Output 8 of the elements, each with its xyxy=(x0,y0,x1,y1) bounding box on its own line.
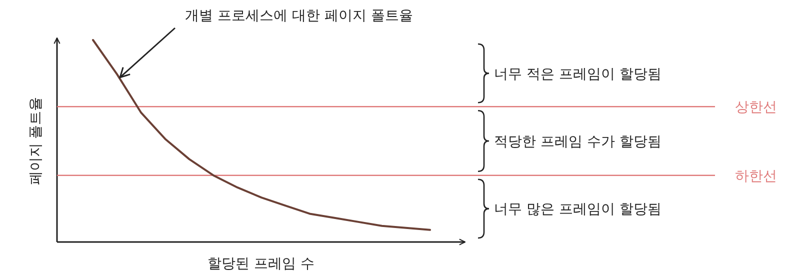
y-axis-title: 페이지 폴트율 xyxy=(28,96,44,186)
ref-line-label: 상한선 xyxy=(735,100,777,116)
text: 너무 많은 프레임이 할당됨 xyxy=(494,202,662,218)
text: 너무 적은 프레임이 할당됨 xyxy=(494,66,662,82)
x-axis-title: 할당된 프레임 수 xyxy=(208,256,314,272)
text: 개별 프로세스에 대한 페이지 폴트율 xyxy=(185,8,413,24)
ref-line-label: 하한선 xyxy=(735,168,777,184)
text: 적당한 프레임 수가 할당됨 xyxy=(494,134,662,150)
